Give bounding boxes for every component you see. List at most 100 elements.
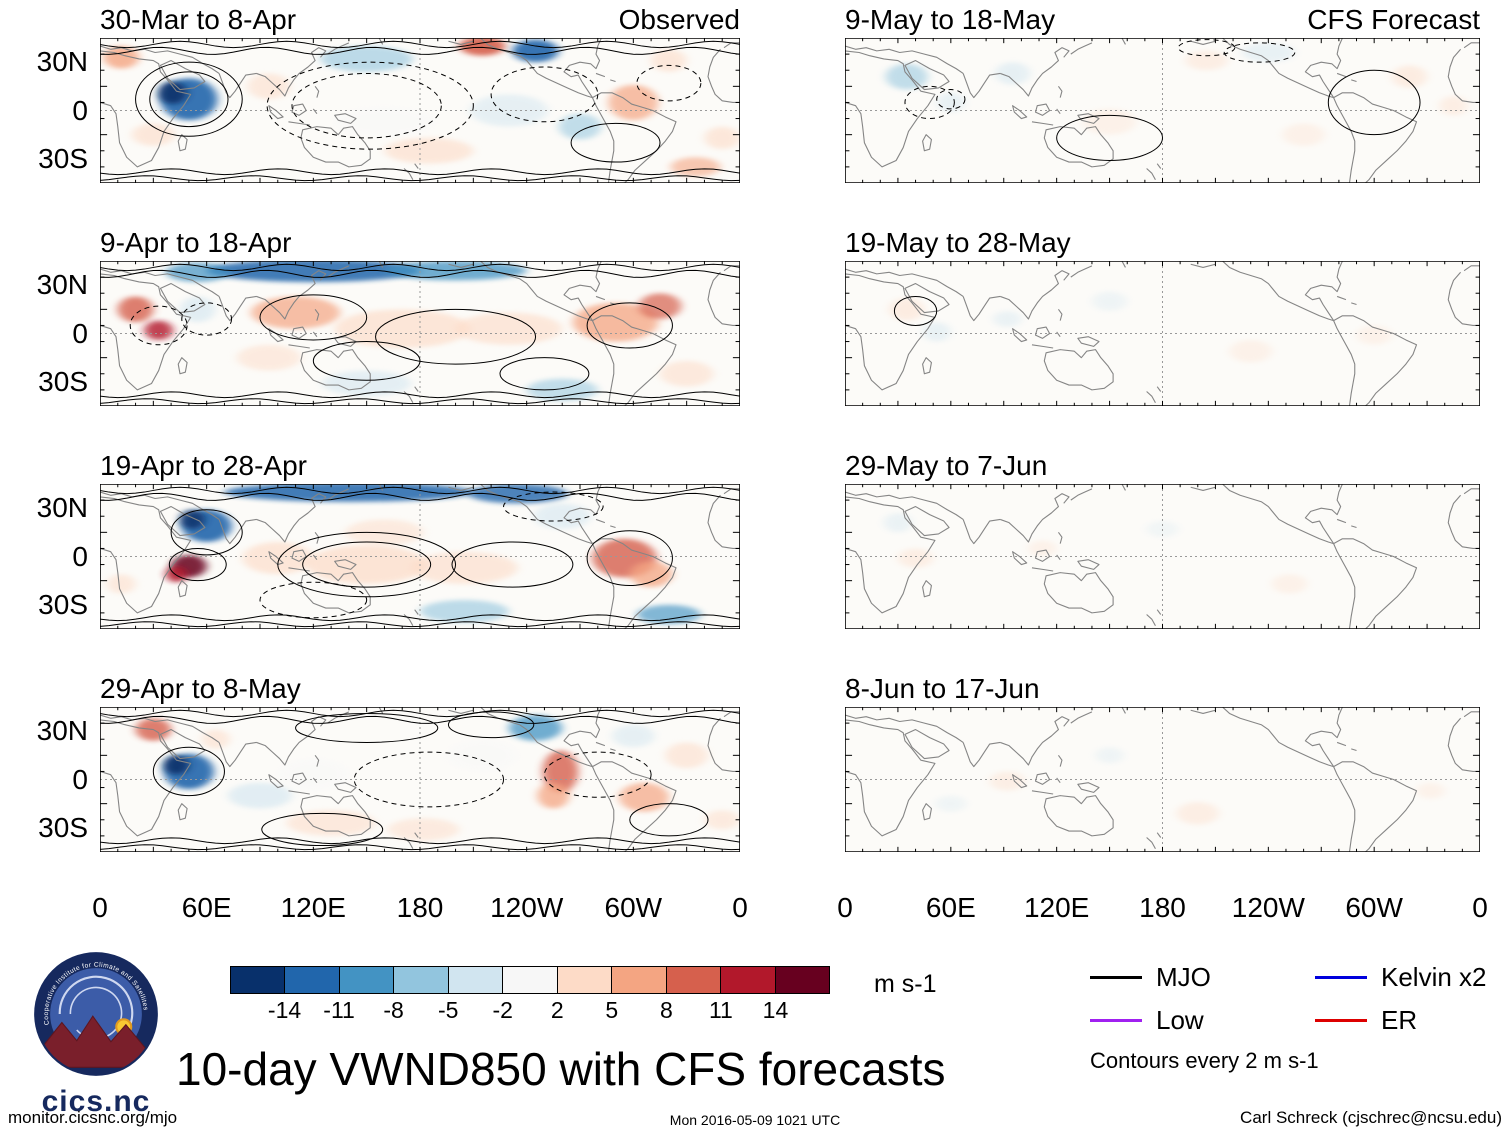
er-line-swatch	[1315, 1019, 1367, 1022]
panel-title: 19-May to 28-May	[845, 227, 1071, 258]
footer-url: monitor.cicsnc.org/mjo	[8, 1108, 178, 1127]
colorbar-tick: 8	[659, 997, 673, 1023]
panel-observed-0: 30-Mar to 8-Apr Observed 30N 0 30S	[37, 0, 740, 183]
map-svg-observed-1	[100, 261, 740, 406]
legend: MJO Kelvin x2 Low ER Contours every 2 m …	[1090, 962, 1490, 1074]
panel-head: 29-May to 7-Jun	[845, 446, 1480, 484]
footer-credit: Carl Schreck (cjschrec@ncsu.edu)	[1240, 1108, 1502, 1127]
colorbar-wrap: -14 -11 -8 -5 -2 2 5 8 11 14	[230, 966, 830, 1025]
legend-item-er: ER	[1315, 1005, 1490, 1036]
lat-label-30s: 30S	[38, 811, 88, 843]
colorbar-segment	[447, 967, 503, 993]
map-observed-1: 30N 0 30S	[37, 261, 740, 406]
lat-label-30s: 30S	[38, 365, 88, 397]
map-svg-forecast-3	[845, 707, 1480, 852]
panel-observed-3: 29-Apr to 8-May 30N 0 30S	[37, 669, 740, 852]
colorbar-tick: -11	[323, 997, 355, 1023]
map-forecast-3	[845, 707, 1480, 852]
panel-title: 29-May to 7-Jun	[845, 450, 1048, 481]
colorbar-tick: 2	[550, 997, 564, 1023]
logo-mountains	[36, 1015, 156, 1068]
lat-label-0: 0	[72, 317, 88, 349]
panel-head: 19-Apr to 28-Apr	[100, 446, 740, 484]
colorbar-segment	[774, 967, 829, 993]
mjo-line-swatch	[1090, 976, 1142, 979]
x-tick-label: 60E	[925, 892, 976, 923]
lat-label-0: 0	[72, 540, 88, 572]
colorbar-units-label: m s-1	[874, 970, 937, 998]
x-tick-label: 0	[732, 892, 748, 923]
x-tick-label: 180	[1139, 892, 1186, 923]
panel-title: 19-Apr to 28-Apr	[100, 450, 307, 481]
lat-label-30n: 30N	[36, 46, 88, 78]
x-tick-label: 120W	[1231, 892, 1305, 923]
x-tick-label: 60W	[1345, 892, 1403, 923]
map-forecast-0	[845, 38, 1480, 183]
panel-head: 19-May to 28-May	[845, 223, 1480, 261]
map-svg-observed-0	[100, 38, 740, 183]
cics-logo-text: cics.nc	[41, 1085, 151, 1118]
panel-observed-1: 9-Apr to 18-Apr 30N 0 30S	[37, 223, 740, 406]
colorbar-tick: -2	[492, 997, 513, 1023]
kelvin-line-swatch	[1315, 976, 1367, 979]
panel-forecast-1: 19-May to 28-May	[845, 223, 1480, 406]
legend-label-kelvin: Kelvin x2	[1381, 962, 1487, 992]
x-tick-label: 120W	[490, 892, 564, 923]
legend-item-low: Low	[1090, 1005, 1315, 1036]
panel-forecast-0: 9-May to 18-May CFS Forecast	[845, 0, 1480, 183]
colorbar-tick: -8	[383, 997, 404, 1023]
lat-label-30n: 30N	[36, 715, 88, 747]
map-svg-forecast-0	[845, 38, 1480, 183]
map-svg-forecast-2	[845, 484, 1480, 629]
lat-label-0: 0	[72, 94, 88, 126]
colorbar-segment	[665, 967, 721, 993]
panel-forecast-3: 8-Jun to 17-Jun	[845, 669, 1480, 852]
legend-grid: MJO Kelvin x2 Low ER	[1090, 962, 1490, 1036]
figure-title: 10-day VWND850 with CFS forecasts	[176, 1043, 946, 1095]
map-svg-forecast-1	[845, 261, 1480, 406]
low-line-swatch	[1090, 1019, 1142, 1022]
x-tick-label: 60W	[604, 892, 663, 923]
map-observed-3: 30N 0 30S	[37, 707, 740, 852]
colorbar-segment	[393, 967, 448, 993]
panel-forecast-2: 29-May to 7-Jun	[845, 446, 1480, 629]
panel-title: 8-Jun to 17-Jun	[845, 673, 1040, 704]
colorbar-segment	[338, 967, 394, 993]
legend-label-low: Low	[1156, 1005, 1204, 1035]
forecast-header: CFS Forecast	[1307, 4, 1480, 35]
footer-timestamp: Mon 2016-05-09 1021 UTC	[669, 1112, 841, 1128]
lat-label-30n: 30N	[36, 492, 88, 524]
colorbar-segment	[284, 967, 339, 993]
map-observed-2: 30N 0 30S	[37, 484, 740, 629]
map-forecast-1	[845, 261, 1480, 406]
colorbar-segment	[231, 967, 285, 993]
colorbar-segment	[611, 967, 666, 993]
colorbar-tick: 14	[762, 997, 789, 1023]
cics-logo: Cooperative Institute for Climate and Sa…	[16, 950, 176, 1119]
colorbar-segment	[502, 967, 557, 993]
lat-label-30n: 30N	[36, 269, 88, 301]
observed-header: Observed	[618, 4, 740, 35]
legend-label-mjo: MJO	[1156, 962, 1211, 992]
colorbar-segment	[720, 967, 775, 993]
x-tick-label: 120E	[280, 892, 346, 923]
panel-head: 8-Jun to 17-Jun	[845, 669, 1480, 707]
map-observed-0: 30N 0 30S	[37, 38, 740, 183]
colorbar-segment	[556, 967, 612, 993]
panel-head: 29-Apr to 8-May	[100, 669, 740, 707]
colorbar-tick: -5	[437, 997, 459, 1023]
panel-title: 30-Mar to 8-Apr	[100, 4, 297, 35]
colorbar	[230, 966, 830, 994]
legend-item-kelvin: Kelvin x2	[1315, 962, 1490, 993]
colorbar-tick: 5	[605, 997, 619, 1023]
x-tick-label: 120E	[1023, 892, 1090, 923]
x-tick-label: 60E	[181, 892, 232, 923]
observed-column: 30-Mar to 8-Apr Observed 30N 0 30S 9-Apr…	[37, 0, 748, 926]
map-svg-observed-2	[100, 484, 740, 629]
forecast-column: 9-May to 18-May CFS Forecast 19-May to 2…	[837, 0, 1488, 926]
legend-note: Contours every 2 m s-1	[1090, 1048, 1319, 1073]
panel-title: 9-Apr to 18-Apr	[100, 227, 292, 258]
x-tick-label: 0	[1472, 892, 1488, 923]
colorbar-tick: -14	[267, 997, 302, 1023]
panel-head: 9-Apr to 18-Apr	[100, 223, 740, 261]
